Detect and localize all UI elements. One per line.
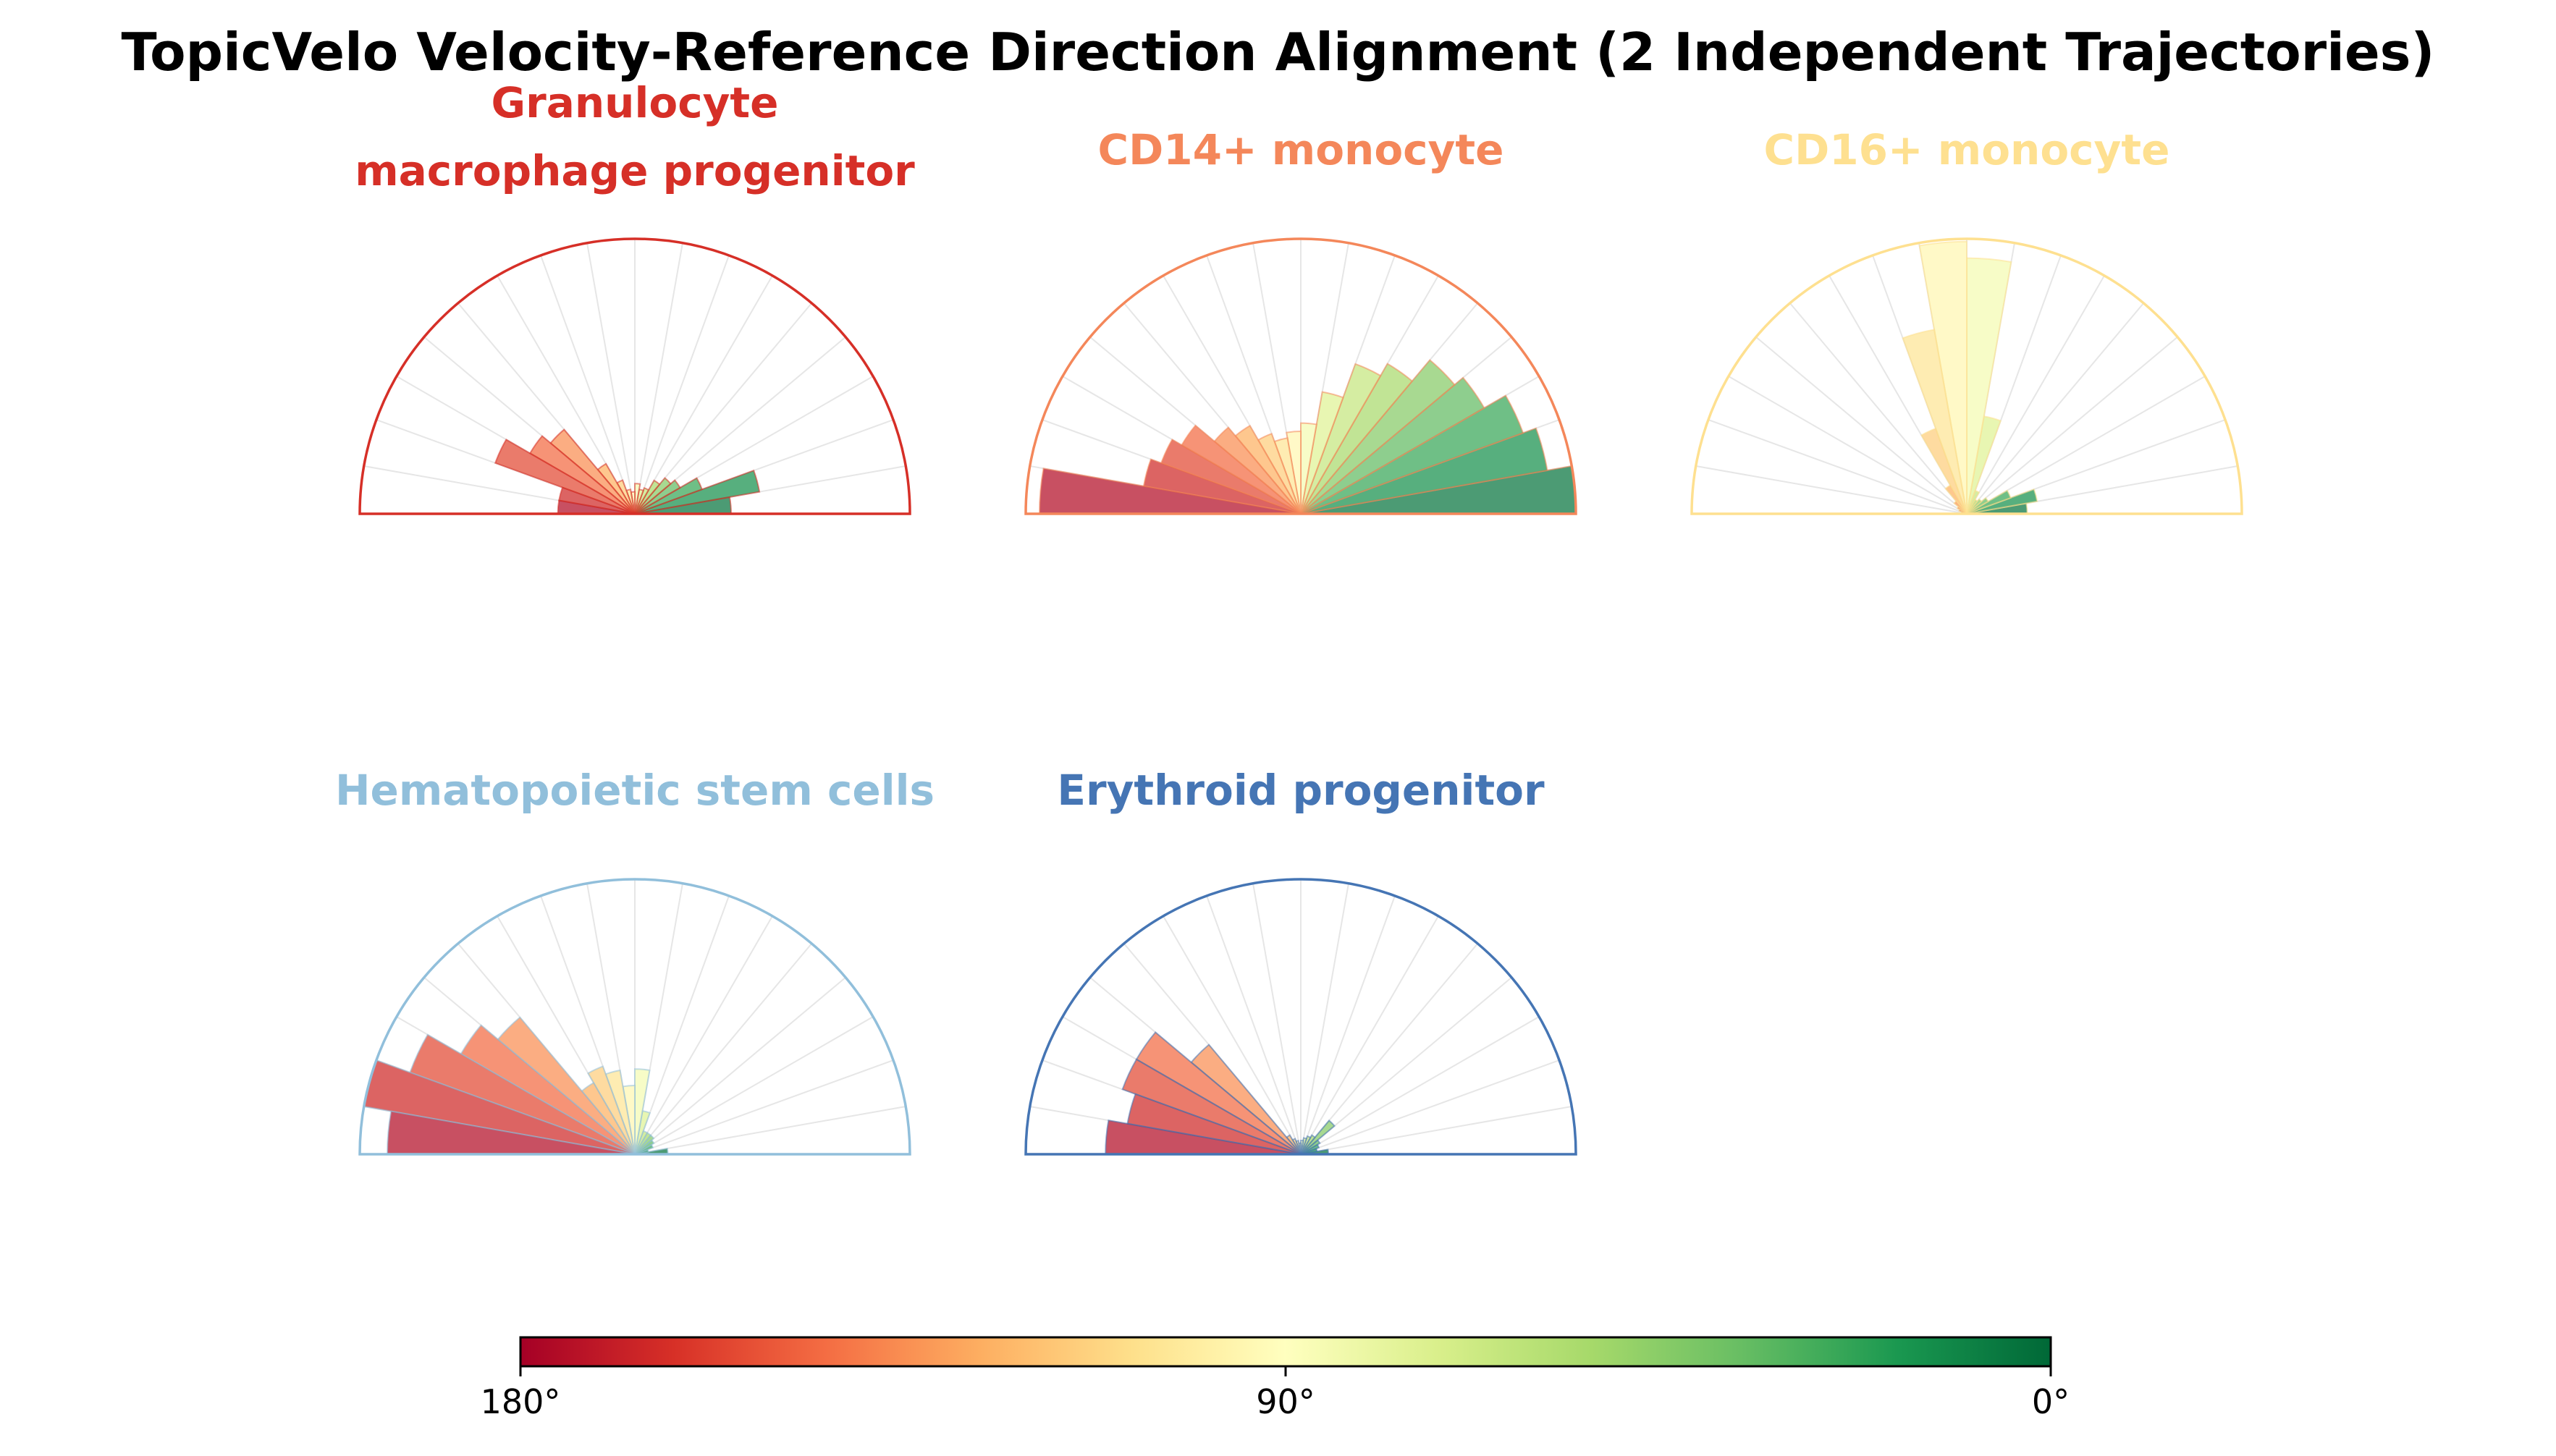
grid-spoke	[1728, 376, 1967, 515]
grid-spoke	[1300, 1016, 1540, 1155]
grid-spoke	[634, 255, 730, 515]
histogram-bar	[1300, 376, 1485, 515]
histogram-bar	[634, 479, 661, 515]
figure-title: TopicVelo Velocity-Reference Direction A…	[121, 22, 2435, 82]
histogram-bar	[634, 479, 681, 515]
grid-spoke	[1755, 336, 1967, 515]
colorbar-rect	[519, 1336, 2052, 1368]
polar-panel	[358, 237, 911, 515]
grid-spoke	[1300, 895, 1396, 1155]
histogram-bar	[634, 483, 641, 515]
grid-spoke	[1252, 883, 1302, 1155]
polar-panel	[1024, 237, 1577, 515]
grid-spoke	[634, 1059, 894, 1155]
grid-spoke	[1695, 465, 1967, 515]
grid-spoke	[634, 242, 683, 515]
grid-spoke	[634, 895, 730, 1155]
grid-spoke	[1300, 883, 1349, 1155]
histogram-bar	[1300, 363, 1414, 515]
panel-frame	[358, 878, 911, 1156]
grid-spoke	[1300, 1106, 1572, 1155]
colorbar	[519, 1336, 2052, 1376]
panel-frame	[1024, 237, 1577, 515]
grid-spoke	[1300, 1059, 1560, 1155]
histogram-bar	[634, 1068, 651, 1155]
grid-spoke	[586, 242, 636, 515]
histogram-bar	[1920, 427, 1967, 515]
grid-spoke	[1300, 943, 1479, 1155]
panel-title-erythroid: Erythroid progenitor	[1057, 766, 1545, 815]
polar-panel	[1024, 878, 1577, 1156]
grid-spoke	[634, 1106, 906, 1155]
histogram-bar	[1300, 363, 1382, 515]
panel-title-line: macrophage progenitor	[355, 146, 915, 195]
histogram-bar	[1300, 427, 1548, 515]
grid-spoke	[1966, 275, 2105, 515]
grid-spoke	[634, 915, 773, 1155]
histogram-bar	[634, 477, 672, 515]
panel-title-hsc: Hematopoietic stem cells	[334, 766, 935, 815]
polar-panel	[358, 878, 911, 1156]
grid-spoke	[1789, 302, 1967, 515]
grid-spoke	[1163, 915, 1302, 1155]
histogram-bar	[1300, 359, 1456, 515]
grid-spoke	[1206, 895, 1302, 1155]
panel-frame	[1024, 878, 1577, 1156]
colorbar-tick-label: 90°	[1256, 1382, 1315, 1421]
panel-title-line: Granulocyte	[491, 78, 779, 127]
grid-spoke	[634, 1016, 874, 1155]
grid-spoke	[1300, 915, 1439, 1155]
panel-title-cd16: CD16+ monocyte	[1763, 125, 2170, 174]
histogram-bar	[1300, 391, 1344, 515]
panel-title-cd14: CD14+ monocyte	[1097, 125, 1504, 174]
grid-spoke	[634, 943, 813, 1155]
histogram-bar	[1300, 422, 1317, 515]
panel-frame	[358, 237, 911, 515]
histogram-bar	[1300, 1119, 1336, 1155]
colorbar-tick-label: 0°	[2031, 1382, 2070, 1421]
grid-spoke	[1966, 302, 2145, 515]
histogram-bar	[1121, 1058, 1302, 1155]
panel-title-gmp: Granulocyte macrophage progenitor	[201, 69, 1069, 205]
grid-spoke	[540, 255, 636, 515]
histogram-bar	[1300, 394, 1524, 515]
grid-spoke	[1708, 419, 1967, 515]
histogram-bar	[494, 439, 636, 515]
grid-spoke	[634, 275, 773, 515]
panels-layer	[358, 237, 2243, 1156]
colorbar-tick-label: 180°	[480, 1382, 561, 1421]
histogram-bar	[634, 487, 650, 515]
grid-spoke	[634, 976, 846, 1155]
panel-frame	[1690, 237, 2243, 515]
histogram-bar	[587, 1065, 636, 1155]
polar-panel	[1690, 237, 2243, 515]
grid-spoke	[1300, 976, 1512, 1155]
grid-spoke	[1966, 336, 2178, 515]
